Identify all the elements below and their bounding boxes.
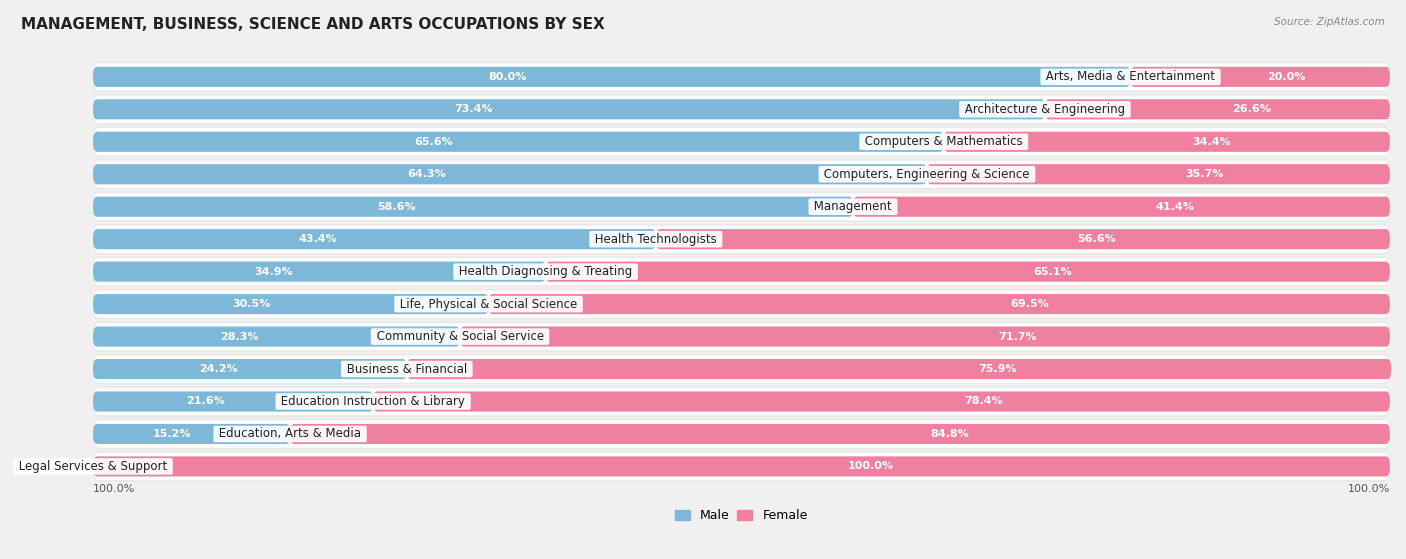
FancyBboxPatch shape: [373, 391, 1391, 411]
FancyBboxPatch shape: [93, 61, 1391, 92]
FancyBboxPatch shape: [290, 424, 1391, 444]
FancyBboxPatch shape: [94, 63, 1389, 91]
FancyBboxPatch shape: [93, 326, 460, 347]
Text: 100.0%: 100.0%: [1348, 484, 1391, 494]
Text: Health Technologists: Health Technologists: [591, 233, 721, 245]
Text: Legal Services & Support: Legal Services & Support: [15, 460, 172, 473]
FancyBboxPatch shape: [93, 224, 1391, 254]
Text: 24.2%: 24.2%: [200, 364, 238, 374]
Text: 65.6%: 65.6%: [413, 137, 453, 147]
Text: Education Instruction & Library: Education Instruction & Library: [277, 395, 470, 408]
Text: 21.6%: 21.6%: [186, 396, 225, 406]
FancyBboxPatch shape: [94, 420, 1389, 448]
FancyBboxPatch shape: [1130, 67, 1391, 87]
Text: 84.8%: 84.8%: [931, 429, 969, 439]
Text: Computers & Mathematics: Computers & Mathematics: [860, 135, 1026, 148]
FancyBboxPatch shape: [94, 258, 1389, 285]
FancyBboxPatch shape: [93, 132, 943, 152]
FancyBboxPatch shape: [93, 289, 1391, 319]
FancyBboxPatch shape: [93, 164, 927, 184]
Text: 56.6%: 56.6%: [1077, 234, 1116, 244]
FancyBboxPatch shape: [94, 388, 1389, 415]
Text: Education, Arts & Media: Education, Arts & Media: [215, 428, 366, 440]
FancyBboxPatch shape: [93, 451, 1391, 482]
FancyBboxPatch shape: [93, 359, 406, 379]
FancyBboxPatch shape: [93, 257, 1391, 287]
FancyBboxPatch shape: [93, 354, 1391, 384]
FancyBboxPatch shape: [93, 424, 290, 444]
FancyBboxPatch shape: [460, 326, 1391, 347]
Text: Business & Financial: Business & Financial: [343, 363, 471, 376]
FancyBboxPatch shape: [853, 197, 1391, 217]
Text: 75.9%: 75.9%: [979, 364, 1017, 374]
FancyBboxPatch shape: [488, 294, 1391, 314]
Text: 15.2%: 15.2%: [153, 429, 191, 439]
FancyBboxPatch shape: [93, 321, 1391, 352]
Text: 69.5%: 69.5%: [1010, 299, 1049, 309]
FancyBboxPatch shape: [93, 126, 1391, 157]
FancyBboxPatch shape: [94, 225, 1389, 253]
Text: 30.5%: 30.5%: [232, 299, 270, 309]
FancyBboxPatch shape: [93, 294, 488, 314]
FancyBboxPatch shape: [93, 456, 1391, 476]
Text: Community & Social Service: Community & Social Service: [373, 330, 547, 343]
FancyBboxPatch shape: [927, 164, 1391, 184]
Text: 35.7%: 35.7%: [1185, 169, 1223, 179]
Text: 41.4%: 41.4%: [1156, 202, 1195, 212]
FancyBboxPatch shape: [94, 291, 1389, 318]
Text: 34.9%: 34.9%: [254, 267, 294, 277]
Text: Life, Physical & Social Science: Life, Physical & Social Science: [396, 297, 581, 311]
Text: Health Diagnosing & Treating: Health Diagnosing & Treating: [456, 265, 636, 278]
FancyBboxPatch shape: [93, 100, 1045, 120]
Text: 71.7%: 71.7%: [998, 331, 1038, 342]
Text: Management: Management: [810, 200, 896, 213]
Text: 43.4%: 43.4%: [298, 234, 337, 244]
FancyBboxPatch shape: [93, 191, 1391, 222]
FancyBboxPatch shape: [94, 453, 1389, 480]
FancyBboxPatch shape: [94, 160, 1389, 188]
FancyBboxPatch shape: [93, 67, 1130, 87]
Text: 73.4%: 73.4%: [454, 105, 494, 115]
Legend: Male, Female: Male, Female: [675, 509, 808, 522]
Text: MANAGEMENT, BUSINESS, SCIENCE AND ARTS OCCUPATIONS BY SEX: MANAGEMENT, BUSINESS, SCIENCE AND ARTS O…: [21, 17, 605, 32]
FancyBboxPatch shape: [546, 262, 1391, 282]
Text: Architecture & Engineering: Architecture & Engineering: [960, 103, 1129, 116]
FancyBboxPatch shape: [93, 386, 1391, 417]
FancyBboxPatch shape: [94, 356, 1389, 383]
Text: 65.1%: 65.1%: [1033, 267, 1071, 277]
FancyBboxPatch shape: [1045, 100, 1391, 120]
Text: 58.6%: 58.6%: [378, 202, 416, 212]
Text: 100.0%: 100.0%: [848, 461, 894, 471]
FancyBboxPatch shape: [93, 262, 546, 282]
Text: 34.4%: 34.4%: [1192, 137, 1230, 147]
Text: 28.3%: 28.3%: [221, 331, 259, 342]
Text: Source: ZipAtlas.com: Source: ZipAtlas.com: [1274, 17, 1385, 27]
FancyBboxPatch shape: [93, 419, 1391, 449]
FancyBboxPatch shape: [94, 128, 1389, 155]
FancyBboxPatch shape: [93, 94, 1391, 125]
Text: 100.0%: 100.0%: [93, 484, 135, 494]
FancyBboxPatch shape: [93, 391, 373, 411]
Text: Arts, Media & Entertainment: Arts, Media & Entertainment: [1042, 70, 1219, 83]
Text: 80.0%: 80.0%: [489, 72, 527, 82]
FancyBboxPatch shape: [94, 96, 1389, 123]
FancyBboxPatch shape: [93, 197, 853, 217]
FancyBboxPatch shape: [943, 132, 1391, 152]
Text: 20.0%: 20.0%: [1267, 72, 1305, 82]
Text: 26.6%: 26.6%: [1233, 105, 1271, 115]
Text: 64.3%: 64.3%: [408, 169, 446, 179]
FancyBboxPatch shape: [655, 229, 1391, 249]
FancyBboxPatch shape: [406, 359, 1391, 379]
Text: Computers, Engineering & Science: Computers, Engineering & Science: [820, 168, 1033, 181]
FancyBboxPatch shape: [93, 229, 655, 249]
FancyBboxPatch shape: [94, 323, 1389, 350]
FancyBboxPatch shape: [94, 193, 1389, 220]
Text: 78.4%: 78.4%: [965, 396, 1002, 406]
FancyBboxPatch shape: [93, 159, 1391, 190]
